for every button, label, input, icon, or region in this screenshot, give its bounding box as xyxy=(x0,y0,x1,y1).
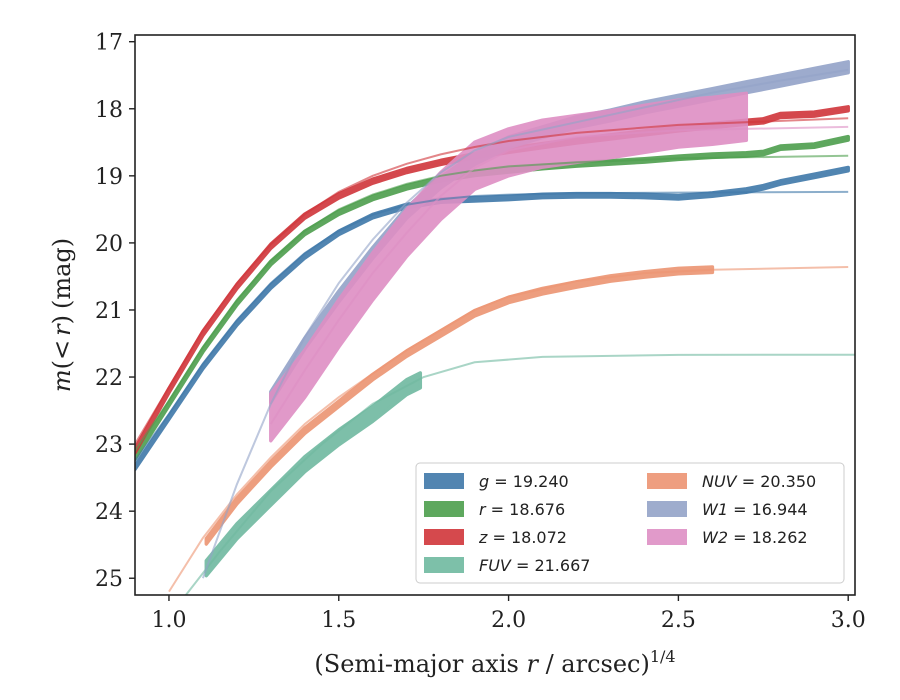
legend-label-g: g = 19.240 xyxy=(479,472,569,491)
model-line-z xyxy=(135,117,849,445)
y-tick-label: 22 xyxy=(95,366,123,391)
legend-swatch-r xyxy=(424,501,464,517)
legend-swatch-w1 xyxy=(647,501,687,517)
x-tick-label: 2.0 xyxy=(491,608,526,633)
x-axis-label-sup: 1/4 xyxy=(650,647,676,666)
y-tick-label: 25 xyxy=(95,567,123,592)
x-tick-label: 3.0 xyxy=(831,608,866,633)
x-axis-label: (Semi-major axis r / arcsec)1/4 xyxy=(314,647,675,678)
y-tick-label: 21 xyxy=(95,299,123,324)
model-line-nuv xyxy=(168,266,849,593)
y-tick-label: 23 xyxy=(95,433,123,458)
x-axis-label-pre: (Semi-major axis xyxy=(314,650,526,678)
y-tick-label: 24 xyxy=(95,500,123,525)
plot-frame xyxy=(134,34,856,596)
legend-label-nuv: NUV = 20.350 xyxy=(702,472,816,491)
x-axis-ticks: 1.0 1.5 2.0 2.5 3.0 xyxy=(151,595,866,633)
y-axis-label-m: m xyxy=(48,369,76,392)
x-axis-label-var: r xyxy=(526,650,539,678)
data-bands xyxy=(135,60,850,578)
x-tick-label: 1.0 xyxy=(151,608,186,633)
model-line-w1 xyxy=(201,68,849,579)
legend-label-r: r = 18.676 xyxy=(479,500,565,519)
y-axis-label-r: r xyxy=(48,323,76,336)
data-band-r xyxy=(135,134,850,461)
x-axis-label-post: / arcsec) xyxy=(538,650,650,678)
legend-swatch-g xyxy=(424,473,464,489)
y-tick-label: 18 xyxy=(95,98,123,123)
model-line-fuv xyxy=(185,353,855,595)
data-band-z xyxy=(135,105,850,455)
model-curves xyxy=(135,68,855,595)
model-line-w2 xyxy=(269,125,849,425)
legend-swatch-w2 xyxy=(647,529,687,545)
y-tick-label: 20 xyxy=(95,232,123,257)
y-axis-label-lt: < xyxy=(48,340,76,360)
y-tick-label: 19 xyxy=(95,165,123,190)
legend-box xyxy=(415,462,845,584)
legend-swatch-fuv xyxy=(424,557,464,573)
legend-swatch-z xyxy=(424,529,464,545)
legend-label-z: z = 18.072 xyxy=(478,528,567,547)
legend-label-fuv: FUV = 21.667 xyxy=(479,556,590,575)
y-axis-ticks: 17 18 19 20 21 22 23 24 25 xyxy=(95,31,135,592)
y-axis-label-open: ( xyxy=(48,360,76,369)
data-band-g xyxy=(135,165,850,472)
y-tick-label: 17 xyxy=(95,31,123,56)
x-tick-label: 2.5 xyxy=(661,608,696,633)
legend: g = 19.240 r = 18.676 z = 18.072 FUV = 21.6… xyxy=(415,462,845,584)
y-axis-label-unit: (mag) xyxy=(48,238,76,309)
data-band-fuv xyxy=(204,371,423,578)
legend-label-w2: W2 = 18.262 xyxy=(702,528,808,547)
legend-label-w1: W1 = 16.944 xyxy=(702,500,808,519)
legend-swatch-nuv xyxy=(647,473,687,489)
y-axis-label-close: ) xyxy=(48,315,76,324)
y-axis-label: m(< r) (mag) xyxy=(48,238,76,392)
data-band-w1 xyxy=(269,60,850,405)
x-tick-label: 1.5 xyxy=(321,608,356,633)
model-line-g xyxy=(135,190,849,462)
model-line-r xyxy=(135,154,849,452)
